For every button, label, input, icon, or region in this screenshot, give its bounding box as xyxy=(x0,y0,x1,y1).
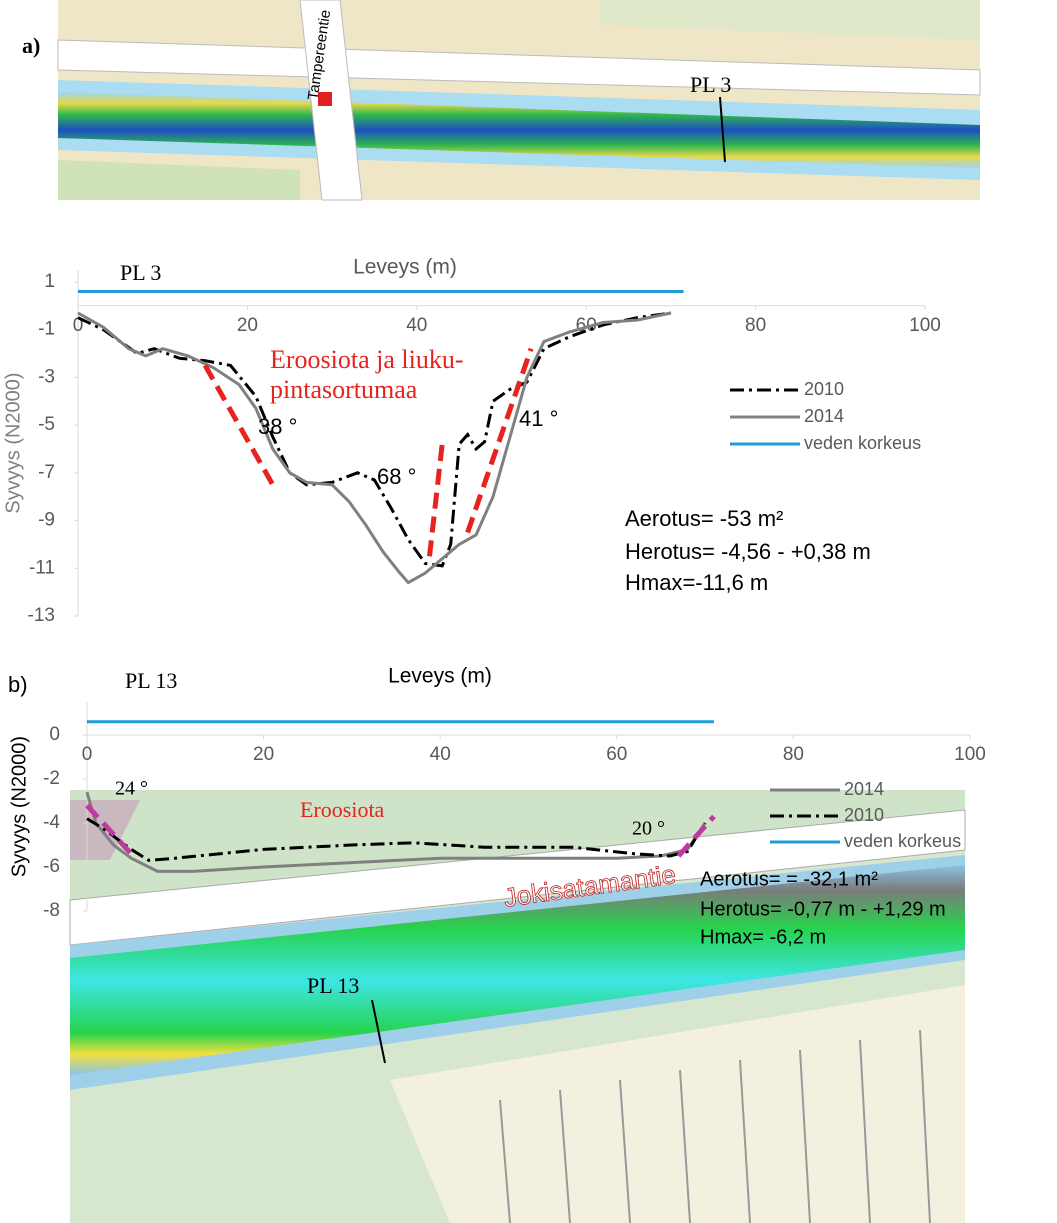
x-tick-label: 80 xyxy=(783,744,804,765)
x-tick-label: 20 xyxy=(253,744,274,765)
slope-guide xyxy=(430,444,443,556)
chart-title: PL 3 xyxy=(120,260,161,285)
y-tick-label: -1 xyxy=(38,319,55,340)
y-tick-label: -7 xyxy=(38,462,55,483)
y-tick-label: 1 xyxy=(44,271,55,292)
map-a: Tampereentie PL 3 xyxy=(58,0,980,200)
y-tick-label: -13 xyxy=(28,605,55,626)
x-tick-label: 40 xyxy=(430,744,451,765)
y-tick-label: -11 xyxy=(29,557,55,578)
y-tick-label: -9 xyxy=(38,510,55,531)
x-tick-label: 60 xyxy=(606,744,627,765)
y-tick-label: -5 xyxy=(38,414,55,435)
annotation: 38 ° xyxy=(258,414,297,439)
y-tick-label: -3 xyxy=(38,366,55,387)
chart-title: PL 13 xyxy=(125,668,177,693)
x-tick-label: 40 xyxy=(406,315,427,336)
legend-label: 2014 xyxy=(804,406,844,426)
y-tick-label: -6 xyxy=(43,856,60,877)
panel-label: a) xyxy=(22,33,40,58)
y-axis-label: Syvyys (N2000) xyxy=(8,736,30,877)
annotation: pintasortumaa xyxy=(270,375,418,404)
annotation: Aerotus= = -32,1 m² xyxy=(700,868,878,890)
annotation: Eroosiota ja liuku- xyxy=(270,345,464,374)
annotation: Herotus= -4,56 - +0,38 m xyxy=(625,539,871,564)
annotation: 41 ° xyxy=(519,406,558,431)
legend-label: 2010 xyxy=(804,379,844,399)
annotation: 68 ° xyxy=(377,464,416,489)
x-axis-label: Leveys (m) xyxy=(353,256,457,279)
slope-guide xyxy=(468,349,531,533)
legend-label: veden korkeus xyxy=(844,831,961,851)
annotation: Herotus= -0,77 m - +1,29 m xyxy=(700,898,946,920)
panel-label: b) xyxy=(8,672,28,697)
legend-label: 2014 xyxy=(844,779,884,799)
x-tick-label: 100 xyxy=(909,315,941,336)
y-tick-label: 0 xyxy=(49,724,60,745)
x-axis-label: Leveys (m) xyxy=(388,665,492,688)
annotation: 20 ° xyxy=(632,818,665,840)
annotation: Hmax= -6,2 m xyxy=(700,926,826,948)
annotation: Hmax=-11,6 m xyxy=(625,570,768,595)
y-tick-label: -2 xyxy=(43,768,60,789)
figure: Tampereentie PL 3 Jokisatamantie PL 13 a… xyxy=(0,0,1057,1223)
y-tick-label: -8 xyxy=(43,900,60,921)
x-tick-label: 100 xyxy=(954,744,986,765)
map-label: PL 13 xyxy=(307,973,359,998)
annotation: Eroosiota xyxy=(300,797,385,822)
x-tick-label: 80 xyxy=(745,315,766,336)
legend-label: veden korkeus xyxy=(804,433,921,453)
annotation: Aerotus= -53 m² xyxy=(625,506,783,531)
map-label: PL 3 xyxy=(690,72,731,97)
annotation: 24 ° xyxy=(115,778,148,800)
x-tick-label: 0 xyxy=(82,744,93,765)
legend-label: 2010 xyxy=(844,805,884,825)
y-tick-label: -4 xyxy=(43,812,60,833)
y-axis-label: Syvyys (N2000) xyxy=(2,372,24,513)
map-b: Jokisatamantie PL 13 xyxy=(70,790,965,1223)
x-tick-label: 20 xyxy=(237,315,258,336)
